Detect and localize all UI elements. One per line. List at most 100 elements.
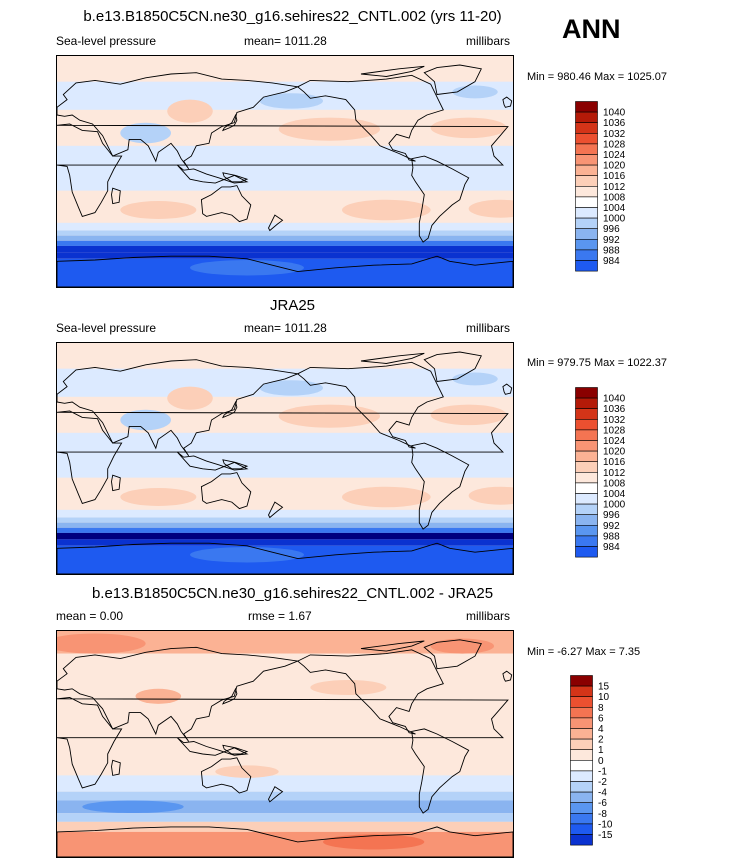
colorbar-box	[575, 514, 598, 526]
coastline-uk	[502, 670, 513, 682]
coastline-new-zealand	[267, 501, 284, 519]
siberian-high	[167, 386, 213, 410]
icelandic-low	[452, 85, 498, 99]
field-band	[57, 343, 513, 369]
colorbar-box	[575, 132, 598, 145]
colorbar-box	[575, 186, 598, 198]
antarctic-positive	[323, 834, 425, 850]
coastline-eurasia	[57, 72, 300, 170]
colorbar-box	[575, 122, 598, 134]
coastline-arctic-islands	[360, 352, 425, 364]
slp-diff-map	[56, 630, 514, 858]
panel-title: b.e13.B1850C5CN.ne30_g16.sehires22_CNTL.…	[91, 585, 494, 602]
coastline-uk	[502, 383, 513, 395]
field-band	[57, 527, 513, 533]
field-band	[57, 222, 513, 231]
colorbar-tick-label: 1008	[603, 192, 626, 203]
field-band	[57, 821, 513, 832]
colorbar-tick-label: 1036	[603, 118, 626, 129]
colorbar-tick-label: 4	[598, 724, 604, 735]
colorbar-box	[575, 207, 598, 219]
coastline-africa	[57, 410, 509, 504]
colorbar-tick-label: -6	[598, 798, 607, 809]
colorbar-box	[575, 450, 598, 462]
greenland-positive	[430, 638, 495, 654]
coastlines	[57, 351, 513, 574]
coastline-greenland	[423, 639, 482, 670]
field-band	[57, 245, 513, 253]
field-band	[57, 145, 513, 191]
colorbar-tick-label: 1004	[603, 489, 626, 500]
colorbar-box	[575, 429, 598, 441]
panel-title: b.e13.B1850C5CN.ne30_g16.sehires22_CNTL.…	[83, 8, 502, 25]
coastline-japan	[221, 113, 238, 132]
colorbar-box	[570, 749, 593, 761]
north-pacific-positive	[310, 679, 387, 696]
coastline-new-guinea	[222, 459, 249, 470]
coastline-australia	[200, 757, 252, 794]
map-svg	[57, 56, 513, 287]
colorbar: 15 10 8 6 4 2 1 0 -1 -2 -4 -6 -8 -10 -15	[570, 675, 660, 852]
colorbar-tick-label: 1028	[603, 139, 626, 150]
coastline-north-america	[296, 74, 444, 162]
colorbar-tick-label: -10	[598, 819, 613, 830]
season-label: ANN	[562, 14, 621, 44]
colorbar-tick-label: 1016	[603, 171, 626, 182]
field-band	[57, 631, 513, 654]
slp-map	[56, 55, 514, 288]
units-label: millibars	[466, 609, 511, 623]
field-band	[57, 252, 513, 259]
colorbar-tick-label: 1020	[603, 161, 626, 172]
pacific-high	[278, 404, 380, 428]
icelandic-low	[452, 372, 498, 386]
coastline-south-america	[411, 442, 470, 530]
minmax-label: Min = 980.46 Max = 1025.07	[527, 71, 668, 83]
colorbar-tick-label: 992	[603, 235, 620, 246]
field-band	[57, 718, 513, 776]
aleutian-low	[259, 93, 323, 109]
colorbar-tick-label: 1	[598, 745, 604, 756]
colorbar-tick-label: 984	[603, 542, 620, 553]
colorbar-box	[575, 260, 598, 272]
pacific-high	[278, 117, 380, 141]
field-band	[57, 539, 513, 546]
siberian-high	[167, 99, 213, 123]
field-band	[57, 432, 513, 478]
colorbar-box	[575, 154, 598, 166]
mean-label: mean = 0.00	[56, 609, 124, 623]
coastline-africa	[57, 123, 509, 217]
colorbar-box	[575, 143, 598, 155]
colorbar-tick-label: 1032	[603, 415, 626, 426]
colorbar-tick-label: 1012	[603, 468, 626, 479]
colorbar-tick-label: -1	[598, 766, 607, 777]
colorbar-box	[575, 493, 598, 505]
colorbar-box	[575, 472, 598, 484]
field-band	[57, 813, 513, 822]
colorbar-tick-label: 1004	[603, 203, 626, 214]
colorbar-box	[575, 239, 598, 251]
field-band	[57, 240, 513, 246]
units-label: millibars	[466, 321, 511, 335]
field-band	[57, 775, 513, 792]
colorbar-box	[570, 802, 593, 814]
colorbar-tick-label: 2	[598, 735, 604, 746]
field-band	[57, 532, 513, 540]
colorbar-tick-label: 1020	[603, 447, 626, 458]
colorbar-tick-label: 1016	[603, 457, 626, 468]
colorbar-svg: 1040103610321028102410201016101210081004…	[575, 387, 626, 558]
colorbar-box	[570, 685, 593, 698]
southern-ocean-negative	[82, 800, 184, 814]
indian-ocean-high	[120, 488, 197, 506]
colorbar-box	[570, 760, 593, 772]
asia-positive	[135, 688, 182, 704]
field-band	[57, 522, 513, 528]
field-band	[57, 791, 513, 801]
coastline-new-zealand	[267, 214, 284, 232]
colorbar-box	[570, 738, 593, 750]
map-svg	[57, 343, 513, 574]
colorbar-tick-label: 1040	[603, 394, 626, 405]
colorbar-tick-label: 1032	[603, 129, 626, 140]
coastline-greenland	[423, 351, 482, 382]
colorbar-box	[570, 834, 593, 846]
colorbar-tick-label: 1000	[603, 214, 626, 225]
